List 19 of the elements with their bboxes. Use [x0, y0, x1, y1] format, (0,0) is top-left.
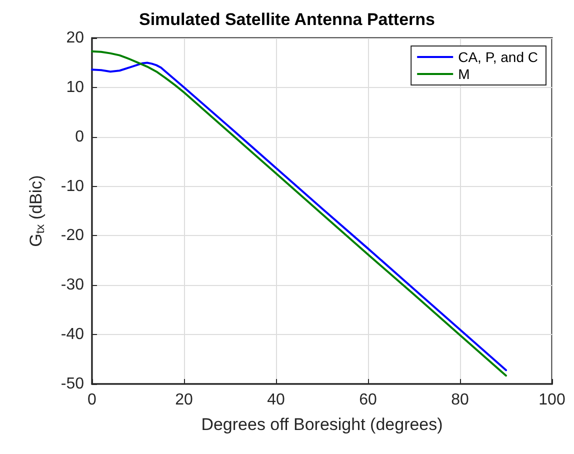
y-tick-label: 0 [75, 128, 84, 146]
x-tick-label: 20 [175, 392, 193, 408]
x-axis-title: Degrees off Boresight (degrees) [201, 415, 443, 434]
y-tick-label: 10 [66, 78, 84, 96]
y-tick-label: -20 [60, 227, 84, 244]
chart-title: Simulated Satellite Antenna Patterns [139, 10, 435, 29]
y-tick-label: -30 [60, 276, 84, 294]
legend-label: M [458, 66, 470, 82]
y-tick-label: 20 [66, 30, 84, 46]
x-tick-label: 100 [538, 392, 566, 408]
y-axis-title: Gtx (dBic) [26, 175, 47, 247]
x-tick-label: 40 [267, 392, 285, 408]
x-tick-label: 0 [88, 392, 97, 408]
y-tick-label: -40 [60, 326, 84, 344]
x-tick-label: 80 [451, 392, 469, 408]
y-tick-label: -10 [60, 178, 84, 195]
x-tick-label: 60 [359, 392, 377, 408]
legend-label: CA, P, and C [458, 49, 538, 65]
y-tick-label: -50 [60, 376, 84, 392]
